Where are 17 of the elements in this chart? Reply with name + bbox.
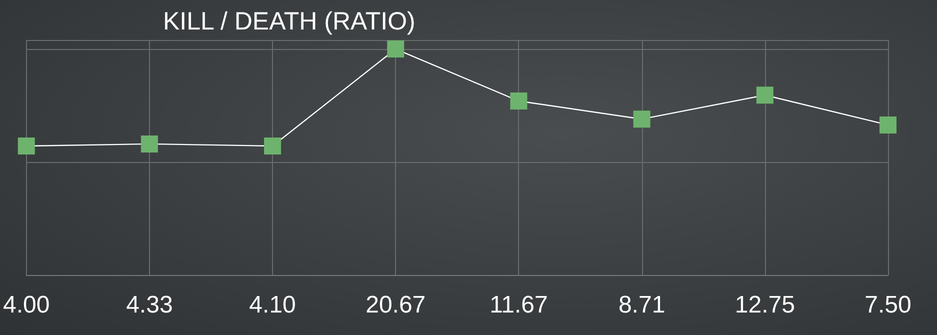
x-tick-label: 8.71	[618, 292, 666, 318]
point	[387, 40, 404, 58]
x-tick-label: 4.00	[2, 292, 50, 318]
point	[264, 137, 282, 154]
x-tick-label: 7.50	[864, 292, 912, 318]
x-tick-label: 4.10	[249, 292, 296, 318]
x-tick-label: 20.67	[366, 292, 426, 318]
point	[140, 135, 158, 152]
x-tick-label: 4.33	[126, 292, 173, 318]
point	[18, 137, 35, 154]
x-tick-label: 11.67	[490, 292, 548, 318]
point	[510, 92, 528, 110]
chart-title: KILL / DEATH (RATIO)	[163, 8, 416, 36]
point	[756, 86, 774, 104]
point	[880, 116, 896, 134]
point	[633, 110, 650, 128]
x-tick-label: 12.75	[734, 292, 795, 318]
